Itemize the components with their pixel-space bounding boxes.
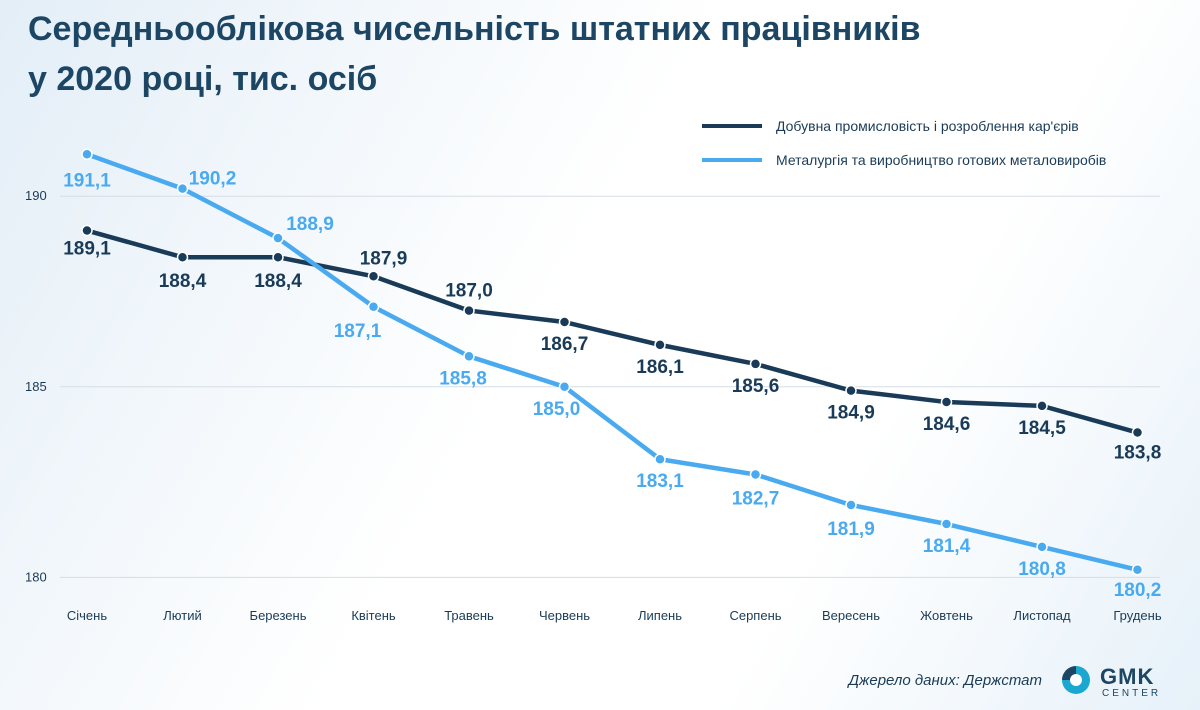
y-tick-label: 185 (25, 379, 47, 394)
data-point-series-2 (463, 350, 475, 363)
data-labels: 189,1 188,4 188,4 187,9 187,0 186,7 186,1 185,6… (63, 169, 1161, 601)
x-tick-label: Листопад (1013, 608, 1071, 623)
gmk-logo-icon (1062, 666, 1090, 694)
data-point-series-2 (1036, 541, 1048, 553)
logo-subtitle: CENTER (1102, 688, 1162, 699)
data-label-series-2: 188,9 (286, 214, 334, 235)
series-layer (81, 148, 1144, 576)
legend: Добувна промисловість і розроблення кар'… (702, 118, 1106, 168)
data-point-series-2 (272, 232, 284, 244)
data-point-series-1 (176, 251, 189, 263)
data-label-series-2: 185,0 (533, 399, 581, 420)
legend-label-series-2: Металургія та виробництво готових метало… (776, 152, 1106, 168)
gmk-center-logo: GMK CENTER (1062, 664, 1182, 704)
data-label-series-2: 187,1 (334, 321, 382, 342)
data-label-series-1: 183,8 (1114, 443, 1162, 464)
data-label-series-1: 185,6 (732, 376, 780, 397)
data-point-series-2 (367, 301, 380, 313)
data-point-series-2 (558, 381, 571, 393)
data-label-series-1: 184,9 (827, 403, 875, 424)
x-tick-label: Червень (539, 608, 590, 623)
data-label-series-1: 187,9 (360, 248, 408, 269)
data-point-series-2 (940, 518, 953, 530)
series-line-1 (84, 228, 1140, 435)
data-point-series-1 (272, 251, 284, 263)
data-point-series-1 (1036, 400, 1048, 412)
data-point-series-2 (81, 148, 93, 161)
x-tick-label: Березень (250, 608, 307, 623)
legend-label-series-1: Добувна промисловість і розроблення кар'… (776, 118, 1079, 134)
data-point-series-1 (558, 316, 571, 328)
data-label-series-1: 186,7 (541, 334, 589, 355)
data-label-series-1: 186,1 (636, 357, 684, 378)
x-tick-label: Лютий (163, 608, 201, 623)
data-label-series-1: 184,5 (1018, 418, 1066, 439)
data-label-series-2: 182,7 (732, 488, 780, 509)
chart-title-line-1: Середньооблікова чисельність штатних пра… (28, 10, 921, 48)
chart-title-line-2: у 2020 році, тис. осіб (28, 60, 378, 98)
data-label-series-2: 191,1 (63, 170, 111, 191)
data-point-series-2 (176, 182, 189, 195)
grid-layer (60, 195, 1160, 578)
data-point-series-2 (1131, 564, 1144, 576)
y-tick-label: 180 (25, 569, 47, 584)
y-tick-label: 190 (25, 188, 47, 203)
data-label-series-2: 180,8 (1018, 559, 1066, 580)
x-tick-label: Жовтень (920, 608, 973, 623)
data-label-series-2: 185,8 (439, 368, 487, 389)
data-label-series-1: 189,1 (63, 239, 111, 260)
x-tick-label: Грудень (1113, 608, 1161, 623)
x-tick-label: Квітень (351, 608, 396, 623)
data-point-series-1 (1131, 426, 1144, 439)
data-label-series-2: 180,2 (1114, 580, 1162, 601)
data-label-series-2: 183,1 (636, 471, 684, 492)
data-point-series-1 (367, 270, 380, 283)
data-point-series-1 (749, 358, 762, 370)
data-point-series-1 (81, 224, 93, 237)
data-point-series-2 (845, 499, 857, 511)
chart-title: Середньооблікова чисельність штатних пра… (28, 4, 1028, 104)
y-axis-ticks: 190 185 180 (25, 188, 47, 584)
data-point-series-1 (845, 384, 857, 397)
data-label-series-2: 181,9 (827, 519, 875, 540)
data-label-series-1: 187,0 (445, 281, 493, 302)
data-point-series-1 (654, 339, 666, 351)
x-axis-ticks: Січень Лютий Березень Квітень Травень Червень… (67, 608, 1162, 623)
x-tick-label: Вересень (822, 608, 880, 623)
data-point-series-2 (749, 468, 762, 481)
source-note: Джерело даних: Держстат (848, 672, 1042, 689)
data-point-series-1 (940, 396, 953, 408)
data-label-series-1: 188,4 (254, 271, 302, 292)
data-label-series-1: 184,6 (923, 414, 971, 435)
data-point-series-2 (654, 453, 666, 465)
series-line-2 (84, 152, 1140, 573)
logo-name: GMK (1100, 664, 1155, 689)
data-label-series-2: 190,2 (189, 169, 237, 190)
x-tick-label: Серпень (729, 608, 781, 623)
x-tick-label: Травень (444, 608, 494, 623)
data-label-series-2: 181,4 (923, 536, 971, 557)
x-tick-label: Січень (67, 608, 107, 623)
data-label-series-1: 188,4 (159, 271, 207, 292)
x-tick-label: Липень (638, 608, 682, 623)
data-point-series-1 (463, 304, 475, 317)
